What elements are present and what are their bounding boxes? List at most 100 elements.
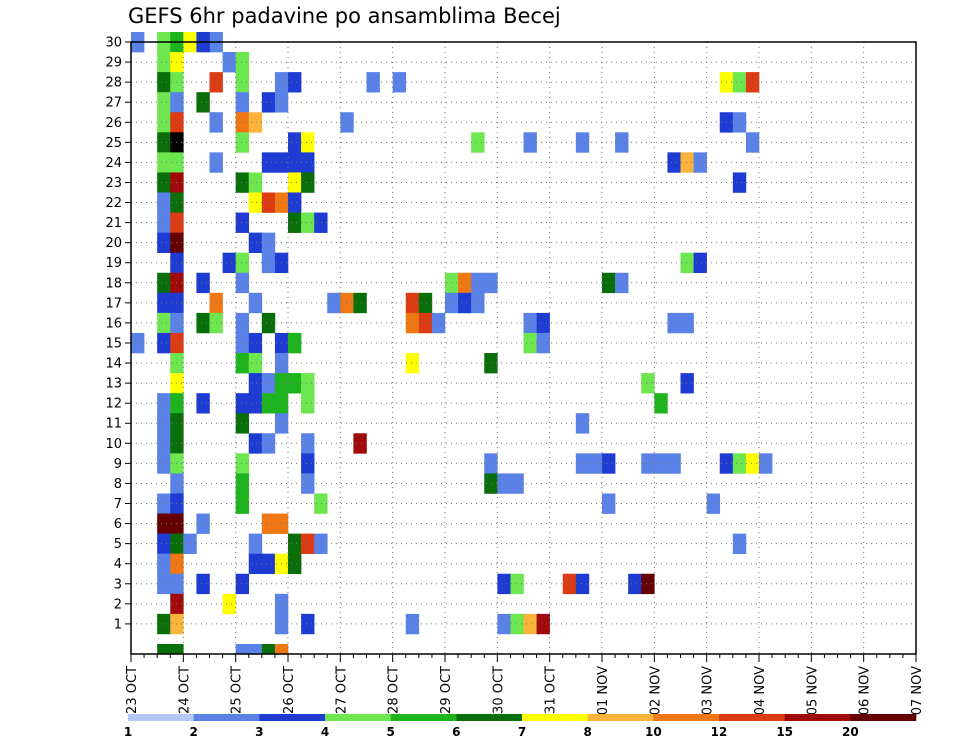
heatmap-cell [745,72,760,93]
colorbar-segment [259,714,326,721]
heatmap-cell [471,292,485,314]
y-tick-label: 10 [105,437,122,452]
heatmap-cell [196,312,210,334]
grid-lines [131,41,916,654]
heatmap-cell [261,553,276,575]
heatmap-cell [235,112,250,133]
heatmap-cell [471,272,485,294]
heatmap-cell [301,453,315,474]
heatmap-cell [248,353,263,374]
heatmap-cell [523,613,537,635]
heatmap-cell [157,513,171,534]
heatmap-cell [484,353,498,374]
y-tick-label: 27 [105,96,122,111]
heatmap-cell [235,413,250,434]
heatmap-cell [641,453,655,474]
heatmap-cell [523,312,537,334]
heatmap-cell [248,533,263,554]
heatmap-cell [327,292,341,314]
y-tick-label: 20 [105,236,122,251]
heatmap-cell [314,212,328,233]
heatmap-cell [641,573,655,595]
heatmap-cell [248,433,263,454]
colorbar-segment [587,714,654,721]
heatmap-cell [261,513,276,534]
heatmap-cell [510,573,524,595]
heatmap-cell [301,393,315,414]
heatmap-cell [418,312,433,334]
heatmap-cell [301,433,315,454]
y-tick-label: 25 [105,136,122,151]
heatmap-cell [261,252,276,274]
heatmap-cell [157,192,171,213]
heatmap-cell [157,533,171,554]
heatmap-cell [288,212,302,233]
heatmap-cell [288,332,302,354]
heatmap-cell [405,353,420,374]
x-tick-label: 25 OCT [230,666,245,714]
heatmap-cell [340,112,354,133]
x-tick-label: 03 NOV [701,666,716,715]
colorbar-segment [325,714,391,721]
heatmap-cell [602,272,616,294]
x-tick-label: 31 OCT [544,666,559,714]
heatmap-cell [405,312,420,334]
heatmap-cell [641,373,655,394]
colorbar-segment [522,714,588,721]
heatmap-cell [157,172,171,193]
colorbar-segment [128,714,194,721]
heatmap-cell [157,493,171,514]
colorbar-label: 1 [124,725,132,739]
colorbar-label: 4 [321,725,329,739]
heatmap-cell [131,332,145,354]
heatmap-cell [157,92,171,113]
heatmap-cell [301,613,315,635]
heatmap-cell [732,112,747,133]
heatmap-cell [222,52,236,73]
heatmap-cell [288,152,302,173]
heatmap-cell [575,413,590,434]
heatmap-cell [157,132,171,153]
colorbar-segment [193,714,260,721]
x-tick-label: 24 OCT [177,666,192,714]
heatmap-cell [314,493,328,514]
x-tick-label: 29 OCT [439,666,454,714]
heatmap-cell [170,643,184,655]
colorbar-label: 6 [452,725,460,739]
heatmap-cell [261,393,276,414]
colorbar-segment [456,714,523,721]
heatmap-cell [196,573,210,595]
heatmap-cell [693,252,707,274]
heatmap-cell [510,613,524,635]
y-tick-label: 19 [105,256,122,271]
heatmap-cells [131,31,773,655]
heatmap-cell [274,643,289,655]
heatmap-cell [732,172,747,193]
heatmap-cell [497,613,511,635]
heatmap-cell [680,252,694,274]
heatmap-cell [523,332,537,354]
y-tick-label: 30 [105,36,122,51]
heatmap-cell [301,373,315,394]
heatmap-cell [471,132,485,153]
x-tick-label: 23 OCT [125,666,140,714]
heatmap-cell [458,272,472,294]
heatmap-cell [301,172,315,193]
colorbar-label: 2 [189,725,197,739]
y-tick-label: 15 [105,336,122,351]
heatmap-cell [288,172,302,193]
heatmap-cell [157,433,171,454]
heatmap-cell [248,373,263,394]
colorbar-label: 8 [583,725,591,739]
colorbar-segment [719,714,785,721]
y-tick-label: 18 [105,276,122,291]
heatmap-cell [235,212,250,233]
heatmap-cell [745,453,760,474]
heatmap-cell [575,132,590,153]
y-tick-label: 9 [114,457,122,472]
heatmap-cell [288,192,302,213]
heatmap-cell [157,212,171,233]
heatmap-cell [248,172,263,193]
heatmap-cell [157,643,171,655]
